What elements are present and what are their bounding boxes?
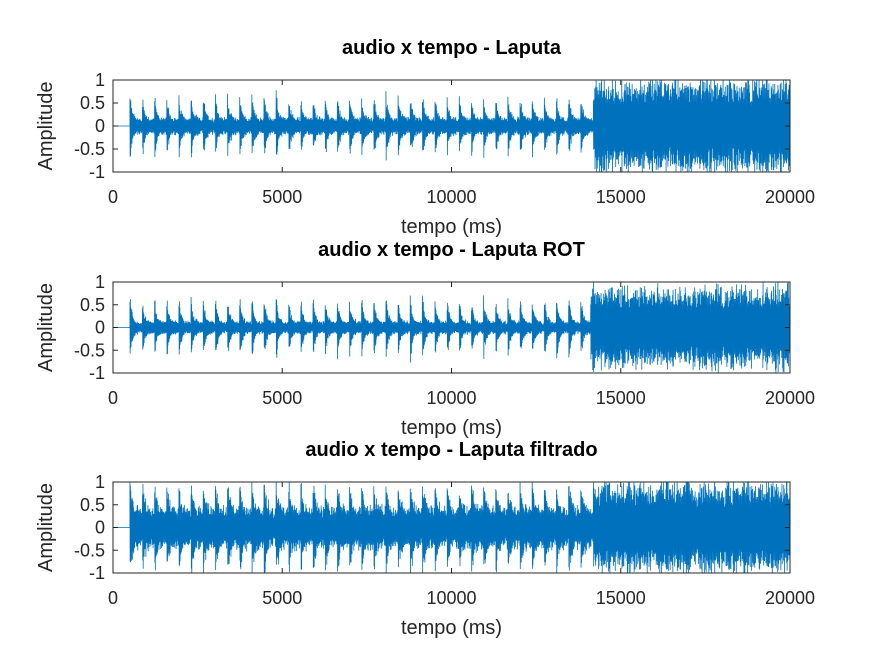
x-tick-label: 20000: [765, 388, 815, 408]
y-tick-label: 0: [95, 116, 105, 136]
x-tick-label: 5000: [262, 187, 302, 207]
subplot-3: audio x tempo - Laputa filtrado 0 5000 1000…: [35, 439, 815, 639]
y-tick-label: 1: [95, 272, 105, 292]
x-tick-label: 10000: [426, 187, 476, 207]
x-tick-label: 0: [108, 588, 118, 608]
y-tick-label: -0.5: [74, 139, 105, 159]
signal-series: [113, 482, 790, 573]
y-tick-label: -0.5: [74, 540, 105, 560]
x-tick-label: 0: [108, 187, 118, 207]
x-tick-label: 15000: [596, 187, 646, 207]
subplot-title: audio x tempo - Laputa ROT: [318, 239, 585, 261]
x-axis-label: tempo (ms): [401, 417, 502, 439]
x-tick-label: 15000: [596, 588, 646, 608]
y-tick-label: 0: [95, 518, 105, 538]
y-tick-label: -1: [89, 563, 105, 583]
x-tick-label: 0: [108, 388, 118, 408]
y-tick-label: 1: [95, 472, 105, 492]
y-tick-label: 0.5: [80, 295, 105, 315]
x-axis-label: tempo (ms): [401, 216, 502, 238]
y-tick-label: 0: [95, 318, 105, 338]
x-axis-label: tempo (ms): [401, 617, 502, 639]
x-tick-label: 10000: [426, 588, 476, 608]
y-tick-label: -0.5: [74, 340, 105, 360]
y-axis-label: Amplitude: [35, 283, 57, 372]
subplot-title: audio x tempo - Laputa: [342, 37, 562, 59]
subplot-1: audio x tempo - Laputa 0 5000 10000 15000 200…: [35, 37, 815, 238]
y-tick-label: -1: [89, 162, 105, 182]
y-tick-label: 0.5: [80, 93, 105, 113]
x-tick-label: 15000: [596, 388, 646, 408]
y-tick-label: -1: [89, 363, 105, 383]
y-axis-label: Amplitude: [35, 82, 57, 171]
x-tick-label: 10000: [426, 388, 476, 408]
x-tick-label: 20000: [765, 588, 815, 608]
subplot-2: audio x tempo - Laputa ROT 0 5000 10000 1500…: [35, 239, 815, 439]
y-axis-label: Amplitude: [35, 483, 57, 572]
y-tick-label: 1: [95, 70, 105, 90]
x-tick-label: 20000: [765, 187, 815, 207]
y-tick-label: 0.5: [80, 495, 105, 515]
signal-series: [113, 80, 790, 172]
x-tick-label: 5000: [262, 588, 302, 608]
signal-series: [113, 282, 790, 373]
subplot-title: audio x tempo - Laputa filtrado: [305, 439, 597, 461]
x-tick-label: 5000: [262, 388, 302, 408]
